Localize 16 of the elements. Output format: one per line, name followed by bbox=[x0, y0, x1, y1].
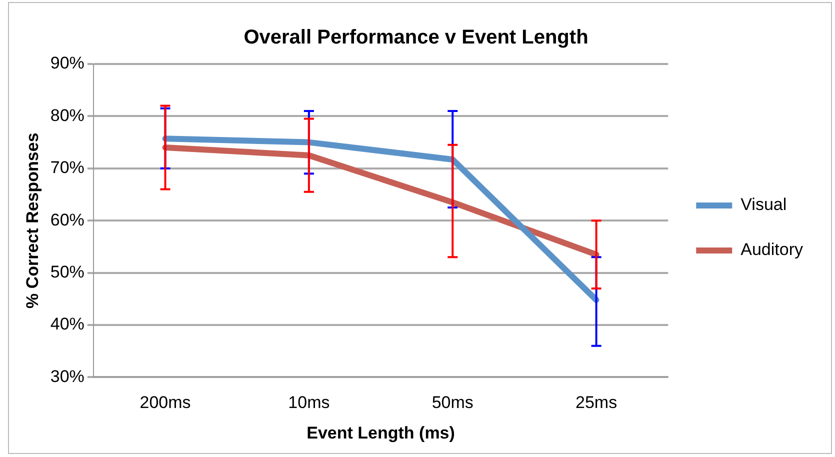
y-tick-label: 90% bbox=[50, 54, 84, 73]
y-tick-label: 60% bbox=[50, 210, 84, 230]
y-tick-label: 40% bbox=[50, 314, 84, 334]
x-tick-label: 10ms bbox=[288, 393, 330, 412]
y-tick-label: 70% bbox=[50, 158, 84, 178]
legend-label: Visual bbox=[740, 195, 787, 214]
y-tick-label: 80% bbox=[50, 106, 84, 125]
y-axis-title: % Correct Responses bbox=[22, 132, 42, 308]
y-tick-label: 50% bbox=[50, 262, 84, 282]
x-tick-label: 25ms bbox=[576, 393, 618, 412]
x-tick-label: 200ms bbox=[140, 393, 191, 412]
x-axis-title: Event Length (ms) bbox=[306, 423, 455, 442]
x-tick-label: 50ms bbox=[432, 393, 474, 412]
legend-label: Auditory bbox=[740, 240, 804, 260]
y-tick-label: 30% bbox=[50, 366, 84, 386]
chart-title: Overall Performance v Event Length bbox=[244, 26, 588, 49]
